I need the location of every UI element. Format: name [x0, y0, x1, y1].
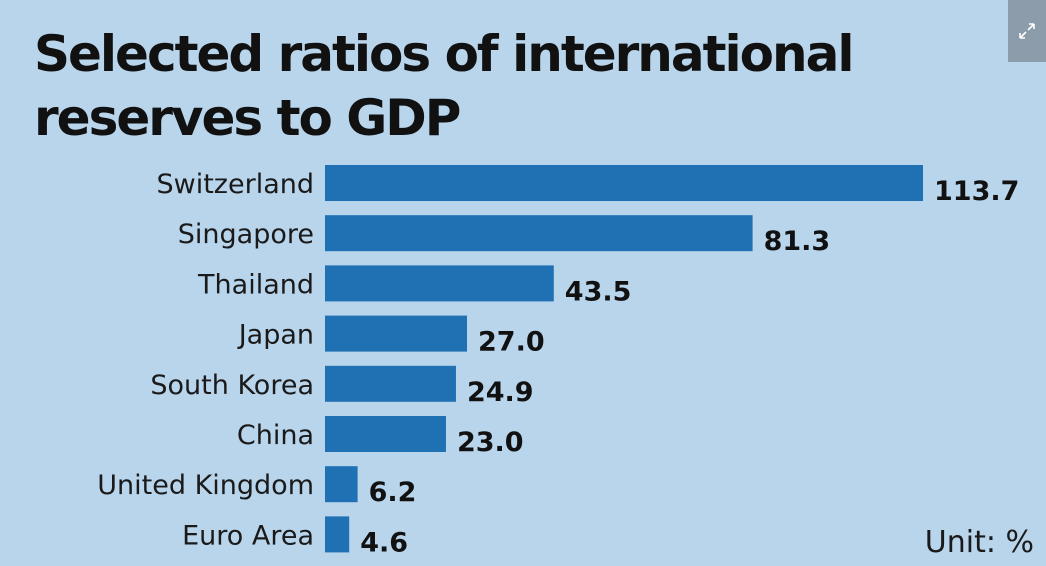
category-label-thailand: Thailand — [197, 269, 314, 300]
unit-label: Unit: % — [924, 525, 1034, 560]
category-label-china: China — [237, 420, 314, 451]
chart-title: Selected ratios of international reserve… — [34, 25, 855, 147]
value-label-japan: 27.0 — [478, 327, 545, 358]
value-label-china: 23.0 — [457, 427, 524, 458]
category-label-switzerland: Switzerland — [157, 169, 315, 200]
expand-arrows-icon — [1019, 23, 1035, 39]
bar-japan — [325, 315, 468, 352]
value-label-united-kingdom: 6.2 — [369, 477, 417, 508]
bar-china — [325, 416, 446, 452]
value-label-singapore: 81.3 — [764, 226, 831, 257]
category-label-japan: Japan — [237, 320, 314, 351]
bar-singapore — [325, 215, 753, 252]
bar-euro-area — [325, 516, 350, 553]
category-label-euro-area: Euro Area — [182, 520, 314, 551]
value-label-south-korea: 24.9 — [467, 377, 534, 408]
value-label-switzerland: 113.7 — [934, 176, 1019, 207]
value-label-euro-area: 4.6 — [360, 527, 408, 558]
expand-button[interactable] — [1008, 0, 1046, 62]
value-label-thailand: 43.5 — [565, 276, 632, 307]
bar-switzerland — [325, 165, 923, 201]
bar-united-kingdom — [325, 466, 358, 503]
category-label-singapore: Singapore — [178, 219, 314, 250]
category-label-united-kingdom: United Kingdom — [97, 470, 314, 501]
bar-south-korea — [325, 365, 456, 402]
bar-thailand — [325, 265, 554, 302]
category-label-south-korea: South Korea — [150, 370, 314, 401]
